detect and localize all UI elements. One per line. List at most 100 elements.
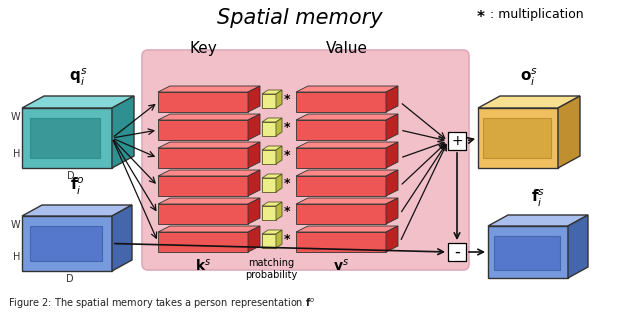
Text: matching
probability: matching probability bbox=[245, 258, 297, 280]
Polygon shape bbox=[386, 226, 398, 252]
Text: Value: Value bbox=[326, 41, 368, 56]
Polygon shape bbox=[248, 198, 260, 224]
Polygon shape bbox=[262, 150, 276, 164]
Polygon shape bbox=[262, 94, 276, 108]
Text: $\mathbf{*}$: $\mathbf{*}$ bbox=[476, 8, 486, 23]
Polygon shape bbox=[248, 142, 260, 168]
Polygon shape bbox=[296, 120, 386, 140]
Polygon shape bbox=[296, 176, 386, 196]
Polygon shape bbox=[22, 205, 132, 216]
Text: $\mathbf{f}_i^o$: $\mathbf{f}_i^o$ bbox=[70, 176, 84, 197]
Text: *: * bbox=[284, 93, 291, 106]
FancyBboxPatch shape bbox=[448, 132, 466, 150]
Polygon shape bbox=[248, 114, 260, 140]
Text: $\mathbf{k}^s$: $\mathbf{k}^s$ bbox=[195, 258, 211, 274]
Polygon shape bbox=[22, 108, 112, 168]
Polygon shape bbox=[262, 118, 282, 122]
Polygon shape bbox=[112, 96, 134, 168]
Text: $\mathbf{o}_i^s$: $\mathbf{o}_i^s$ bbox=[520, 67, 538, 88]
Text: $\mathbf{q}_i^s$: $\mathbf{q}_i^s$ bbox=[69, 67, 87, 88]
Polygon shape bbox=[158, 120, 248, 140]
Polygon shape bbox=[558, 96, 580, 168]
Polygon shape bbox=[262, 146, 282, 150]
Polygon shape bbox=[262, 234, 276, 248]
Polygon shape bbox=[262, 230, 282, 234]
Polygon shape bbox=[478, 108, 558, 168]
Polygon shape bbox=[112, 205, 132, 271]
Polygon shape bbox=[296, 204, 386, 224]
Text: -: - bbox=[454, 243, 460, 261]
Polygon shape bbox=[262, 202, 282, 206]
Polygon shape bbox=[158, 92, 248, 112]
Polygon shape bbox=[296, 148, 386, 168]
Polygon shape bbox=[386, 142, 398, 168]
Polygon shape bbox=[158, 232, 248, 252]
Text: *: * bbox=[284, 149, 291, 161]
Text: Figure 2: The spatial memory takes a person representation $\mathbf{f}^o$: Figure 2: The spatial memory takes a per… bbox=[8, 297, 316, 311]
FancyBboxPatch shape bbox=[448, 243, 466, 261]
Polygon shape bbox=[262, 90, 282, 94]
Text: : multiplication: : multiplication bbox=[490, 8, 584, 21]
Polygon shape bbox=[296, 232, 386, 252]
Polygon shape bbox=[276, 146, 282, 164]
Polygon shape bbox=[158, 176, 248, 196]
Polygon shape bbox=[296, 92, 386, 112]
Polygon shape bbox=[262, 206, 276, 220]
Polygon shape bbox=[158, 114, 260, 120]
Text: $\mathbf{v}^s$: $\mathbf{v}^s$ bbox=[333, 258, 349, 274]
Polygon shape bbox=[296, 86, 398, 92]
Polygon shape bbox=[386, 198, 398, 224]
Text: D: D bbox=[67, 171, 75, 181]
Polygon shape bbox=[478, 96, 580, 108]
Polygon shape bbox=[262, 122, 276, 136]
Polygon shape bbox=[276, 118, 282, 136]
Polygon shape bbox=[262, 178, 276, 192]
Text: D: D bbox=[66, 274, 74, 284]
Polygon shape bbox=[488, 215, 588, 226]
FancyBboxPatch shape bbox=[483, 118, 551, 158]
Text: *: * bbox=[284, 177, 291, 190]
Polygon shape bbox=[296, 114, 398, 120]
FancyBboxPatch shape bbox=[30, 118, 100, 158]
Polygon shape bbox=[296, 170, 398, 176]
Polygon shape bbox=[248, 226, 260, 252]
Text: W: W bbox=[10, 112, 20, 122]
Polygon shape bbox=[296, 198, 398, 204]
Text: W: W bbox=[10, 220, 20, 230]
Polygon shape bbox=[158, 226, 260, 232]
Text: +: + bbox=[451, 134, 463, 148]
Text: Spatial memory: Spatial memory bbox=[217, 8, 383, 28]
Polygon shape bbox=[158, 170, 260, 176]
Polygon shape bbox=[22, 216, 112, 271]
Polygon shape bbox=[22, 96, 134, 108]
Polygon shape bbox=[158, 148, 248, 168]
Polygon shape bbox=[158, 86, 260, 92]
Polygon shape bbox=[386, 86, 398, 112]
FancyBboxPatch shape bbox=[494, 236, 560, 270]
FancyBboxPatch shape bbox=[142, 50, 469, 270]
Text: *: * bbox=[284, 120, 291, 133]
Text: $\mathbf{f}_i^s$: $\mathbf{f}_i^s$ bbox=[531, 188, 545, 209]
Polygon shape bbox=[386, 114, 398, 140]
Polygon shape bbox=[248, 86, 260, 112]
Polygon shape bbox=[262, 174, 282, 178]
Polygon shape bbox=[276, 90, 282, 108]
Polygon shape bbox=[248, 170, 260, 196]
Text: Key: Key bbox=[189, 41, 217, 56]
Polygon shape bbox=[296, 226, 398, 232]
Polygon shape bbox=[568, 215, 588, 278]
Polygon shape bbox=[158, 204, 248, 224]
Text: *: * bbox=[284, 204, 291, 217]
Text: H: H bbox=[13, 252, 20, 262]
Polygon shape bbox=[296, 142, 398, 148]
Polygon shape bbox=[276, 174, 282, 192]
Polygon shape bbox=[158, 198, 260, 204]
Polygon shape bbox=[158, 142, 260, 148]
Polygon shape bbox=[488, 226, 568, 278]
Text: *: * bbox=[284, 233, 291, 246]
Polygon shape bbox=[386, 170, 398, 196]
FancyBboxPatch shape bbox=[30, 226, 102, 261]
Text: H: H bbox=[13, 149, 20, 159]
Polygon shape bbox=[276, 230, 282, 248]
Polygon shape bbox=[276, 202, 282, 220]
